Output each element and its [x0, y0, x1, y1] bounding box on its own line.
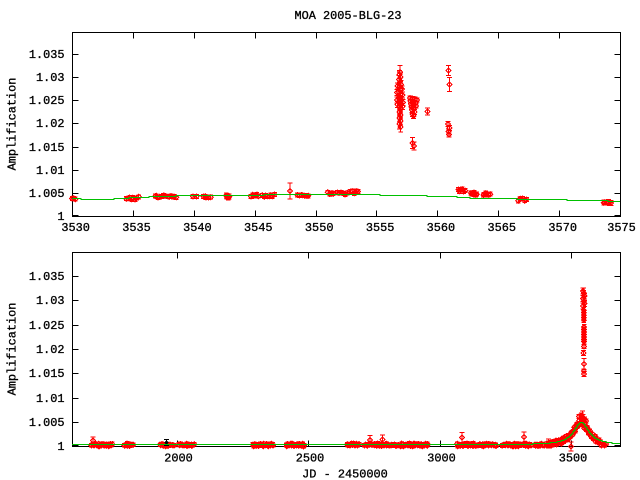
svg-text:1.03: 1.03 [36, 294, 65, 308]
svg-text:3555: 3555 [366, 221, 395, 235]
svg-text:1.02: 1.02 [36, 117, 65, 131]
svg-text:1.01: 1.01 [36, 392, 65, 406]
svg-text:2500: 2500 [296, 452, 325, 466]
svg-text:3545: 3545 [244, 221, 273, 235]
svg-text:1.015: 1.015 [29, 367, 65, 381]
svg-text:1.005: 1.005 [29, 416, 65, 430]
svg-text:3540: 3540 [183, 221, 212, 235]
svg-text:1.025: 1.025 [29, 319, 65, 333]
svg-text:3560: 3560 [427, 221, 456, 235]
svg-text:Amplification: Amplification [6, 78, 20, 171]
svg-text:1.03: 1.03 [36, 71, 65, 85]
svg-text:1.035: 1.035 [29, 48, 65, 62]
svg-text:3530: 3530 [61, 221, 90, 235]
svg-text:3000: 3000 [427, 452, 456, 466]
svg-text:1: 1 [57, 440, 64, 454]
svg-text:1.035: 1.035 [29, 270, 65, 284]
svg-text:1.005: 1.005 [29, 187, 65, 201]
svg-text:3500: 3500 [559, 452, 588, 466]
svg-text:JD - 2450000: JD - 2450000 [302, 468, 388, 480]
svg-text:Amplification: Amplification [6, 303, 20, 396]
svg-text:1.02: 1.02 [36, 343, 65, 357]
svg-text:1.025: 1.025 [29, 94, 65, 108]
svg-text:3575: 3575 [607, 221, 636, 235]
svg-text:3565: 3565 [488, 221, 517, 235]
svg-text:3535: 3535 [122, 221, 151, 235]
svg-text:3550: 3550 [305, 221, 334, 235]
svg-text:1: 1 [57, 210, 64, 224]
svg-text:MOA 2005-BLG-23: MOA 2005-BLG-23 [294, 9, 401, 23]
svg-text:1.015: 1.015 [29, 141, 65, 155]
svg-text:1.01: 1.01 [36, 164, 65, 178]
svg-text:2000: 2000 [164, 452, 193, 466]
svg-text:3570: 3570 [548, 221, 577, 235]
